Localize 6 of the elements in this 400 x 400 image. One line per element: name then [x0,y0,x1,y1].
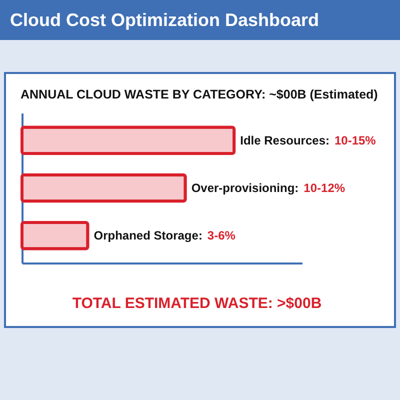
category-label: Orphaned Storage: 3-6% [94,228,236,243]
chart-title: ANNUAL CLOUD WASTE BY CATEGORY: ~$00B (Estimated) [20,88,378,102]
text: Cloud Cost Optimization Dashboard [0,0,400,40]
category-label: Idle Resources: 10-15% [240,133,376,148]
category-label: Over-provisioning: 10-12% [191,181,346,195]
text: TOTAL ESTIMATED WASTE: >$00B [72,295,322,312]
